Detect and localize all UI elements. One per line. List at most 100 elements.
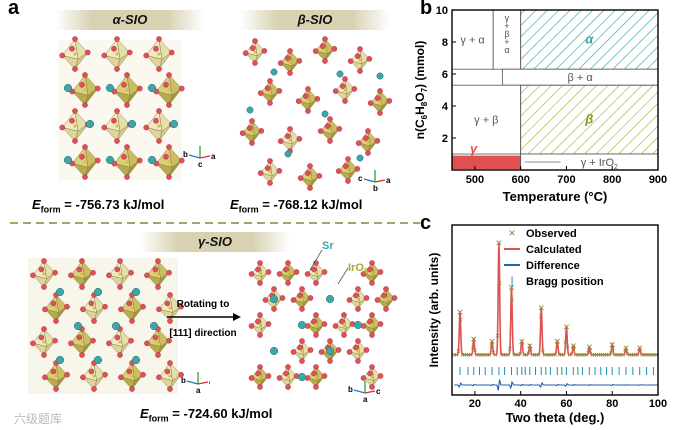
ir-octahedron	[276, 364, 300, 390]
alpha-sio-title: α-SIO	[55, 10, 205, 30]
oxygen-atom	[355, 338, 361, 344]
observed-point	[621, 352, 626, 357]
ir-atom	[125, 160, 129, 164]
observed-point	[609, 351, 613, 355]
oxygen-atom	[117, 352, 123, 358]
ir-atom	[286, 375, 290, 379]
oxygen-atom	[255, 318, 261, 325]
oxygen-atom	[341, 312, 347, 318]
oxygen-atom	[111, 45, 117, 52]
ir-atom	[306, 98, 310, 102]
gamma-sio-111-view: b ca	[248, 260, 398, 404]
oxygen-atom	[129, 318, 135, 324]
oxygen-atom	[327, 116, 333, 122]
ir-octahedron	[42, 360, 70, 392]
sr-atom	[325, 346, 335, 356]
ir-octahedron	[257, 158, 283, 186]
y-tick-label: 8	[442, 37, 448, 49]
oxygen-atom	[363, 295, 370, 301]
ir-octahedron	[143, 36, 175, 72]
observed-point	[487, 352, 492, 357]
oxygen-atom	[255, 266, 261, 273]
oxygen-atom	[276, 271, 283, 277]
oxygen-atom	[307, 163, 313, 169]
observed-point	[611, 346, 615, 351]
sr-legend: Sr	[322, 240, 334, 252]
oxygen-atom	[166, 174, 172, 180]
axis-arrow	[353, 389, 366, 394]
ir-octahedron	[332, 76, 358, 104]
octa-face	[84, 160, 98, 178]
ir-atom	[168, 306, 172, 310]
oxygen-atom	[276, 375, 283, 381]
axis-triad: b ca	[181, 372, 210, 395]
octa-face	[158, 124, 172, 142]
oxygen-atom	[355, 358, 361, 364]
oxygen-atom	[316, 173, 323, 179]
oxygen-atom	[79, 352, 85, 358]
iro6-sub: 6	[363, 267, 369, 277]
region-label: γ + α	[460, 35, 485, 47]
oxygen-atom	[257, 364, 263, 370]
ir-atom	[250, 130, 254, 134]
octa-face	[84, 88, 98, 106]
axis-arrow	[199, 155, 211, 159]
observed-point	[588, 349, 593, 354]
ir-octahedron	[277, 48, 303, 76]
phase-region	[451, 84, 522, 155]
oxygen-atom	[267, 100, 273, 106]
observed-point	[518, 351, 523, 356]
ir-atom	[130, 374, 134, 378]
octa-face	[371, 375, 381, 388]
sr-atom	[169, 119, 179, 129]
oxygen-atom	[38, 266, 45, 273]
oxygen-atom	[283, 266, 289, 273]
ir-octahedron	[69, 72, 101, 108]
iro6-legend: IrO6	[348, 262, 368, 276]
ir-octahedron	[30, 258, 58, 290]
oxygen-atom	[297, 175, 304, 181]
oxygen-atom	[106, 340, 112, 347]
oxygen-atom	[307, 185, 313, 191]
ir-atom	[258, 375, 262, 379]
oxygen-atom	[80, 306, 86, 313]
ir-octahedron	[290, 338, 314, 364]
oxygen-atom	[265, 321, 272, 327]
ir-atom	[115, 124, 119, 128]
ir-atom	[258, 323, 262, 327]
observed-point	[519, 338, 525, 344]
octa-face	[329, 128, 340, 142]
ir-octahedron	[304, 260, 328, 286]
panel-a-label: a	[8, 0, 20, 19]
octa-face	[158, 52, 172, 70]
oxygen-atom	[156, 374, 162, 381]
ir-octahedron	[153, 72, 185, 108]
oxygen-atom	[366, 56, 373, 62]
octa-face	[81, 340, 94, 356]
octa-face	[157, 340, 170, 356]
oxygen-atom	[342, 76, 348, 82]
gamma-e-sub: form	[148, 413, 169, 424]
ir-atom	[308, 175, 312, 179]
oxygen-atom	[121, 153, 127, 160]
ir-atom	[286, 271, 290, 275]
observed-point	[570, 343, 576, 349]
oxygen-atom	[163, 81, 169, 88]
gamma-e-symbol: E	[140, 406, 149, 421]
oxygen-atom	[335, 168, 342, 174]
axis-label: c	[209, 378, 210, 387]
observed-point	[454, 352, 459, 357]
octa-face	[329, 349, 339, 362]
phase-region	[451, 9, 494, 70]
ir-octahedron	[239, 118, 265, 146]
ir-octahedron	[304, 312, 328, 338]
oxygen-atom	[271, 306, 277, 312]
oxygen-atom	[318, 349, 325, 355]
axis-arrow	[186, 380, 199, 385]
sr-atom	[269, 294, 279, 304]
legend-label: Observed	[526, 228, 577, 240]
oxygen-atom	[242, 50, 249, 56]
oxygen-atom	[42, 374, 48, 381]
oxygen-atom	[114, 36, 120, 42]
ir-octahedron	[346, 286, 370, 312]
